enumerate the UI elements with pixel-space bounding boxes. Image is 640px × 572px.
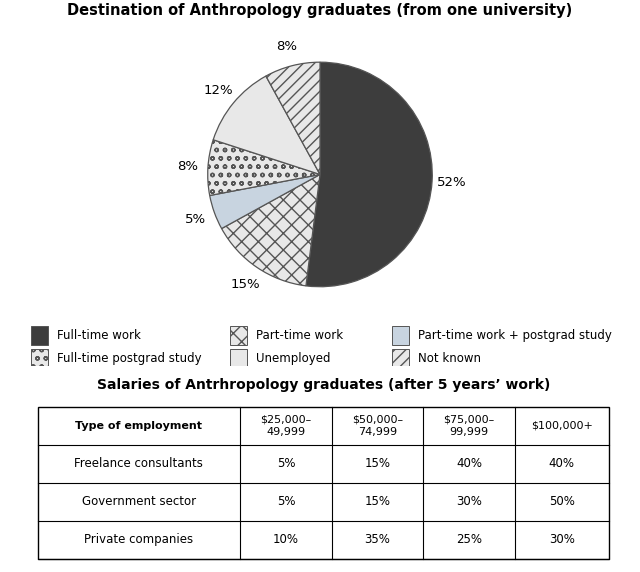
FancyBboxPatch shape xyxy=(392,325,409,345)
Wedge shape xyxy=(221,174,320,286)
Wedge shape xyxy=(213,76,320,174)
Title: Destination of Anthropology graduates (from one university): Destination of Anthropology graduates (f… xyxy=(67,2,573,18)
FancyBboxPatch shape xyxy=(31,349,48,368)
Text: 15%: 15% xyxy=(230,277,260,291)
Text: 52%: 52% xyxy=(437,176,467,189)
FancyBboxPatch shape xyxy=(392,349,409,368)
Text: 5%: 5% xyxy=(185,213,206,226)
FancyBboxPatch shape xyxy=(38,407,609,558)
Text: Type of employment: Type of employment xyxy=(76,421,202,431)
Text: Part-time work + postgrad study: Part-time work + postgrad study xyxy=(418,329,612,341)
Text: 5%: 5% xyxy=(277,495,295,508)
Text: 40%: 40% xyxy=(456,457,482,470)
Text: $75,000–
99,999: $75,000– 99,999 xyxy=(444,415,495,436)
Text: Full-time postgrad study: Full-time postgrad study xyxy=(57,352,202,365)
Text: Salaries of Antrhropology graduates (after 5 years’ work): Salaries of Antrhropology graduates (aft… xyxy=(97,378,550,392)
Text: Government sector: Government sector xyxy=(82,495,196,508)
Text: 8%: 8% xyxy=(177,160,198,173)
FancyBboxPatch shape xyxy=(230,325,246,345)
Text: Part-time work: Part-time work xyxy=(255,329,343,341)
Text: 25%: 25% xyxy=(456,533,482,546)
Text: Private companies: Private companies xyxy=(84,533,193,546)
Text: 30%: 30% xyxy=(456,495,482,508)
Text: 5%: 5% xyxy=(277,457,295,470)
Text: 12%: 12% xyxy=(203,84,233,97)
Text: $100,000+: $100,000+ xyxy=(531,421,593,431)
Text: Freelance consultants: Freelance consultants xyxy=(74,457,204,470)
Wedge shape xyxy=(210,174,320,229)
Text: 10%: 10% xyxy=(273,533,299,546)
Text: 50%: 50% xyxy=(549,495,575,508)
Text: $50,000–
74,999: $50,000– 74,999 xyxy=(352,415,403,436)
Text: Not known: Not known xyxy=(418,352,481,365)
Text: 15%: 15% xyxy=(365,495,390,508)
FancyBboxPatch shape xyxy=(230,349,246,368)
Wedge shape xyxy=(208,140,320,196)
Text: Unemployed: Unemployed xyxy=(255,352,330,365)
Text: 8%: 8% xyxy=(276,39,298,53)
Text: 30%: 30% xyxy=(549,533,575,546)
Wedge shape xyxy=(266,62,320,174)
Text: 35%: 35% xyxy=(365,533,390,546)
Text: 40%: 40% xyxy=(548,457,575,470)
Text: Full-time work: Full-time work xyxy=(57,329,141,341)
FancyBboxPatch shape xyxy=(31,325,48,345)
Wedge shape xyxy=(306,62,432,287)
Text: $25,000–
49,999: $25,000– 49,999 xyxy=(260,415,312,436)
Text: 15%: 15% xyxy=(365,457,390,470)
